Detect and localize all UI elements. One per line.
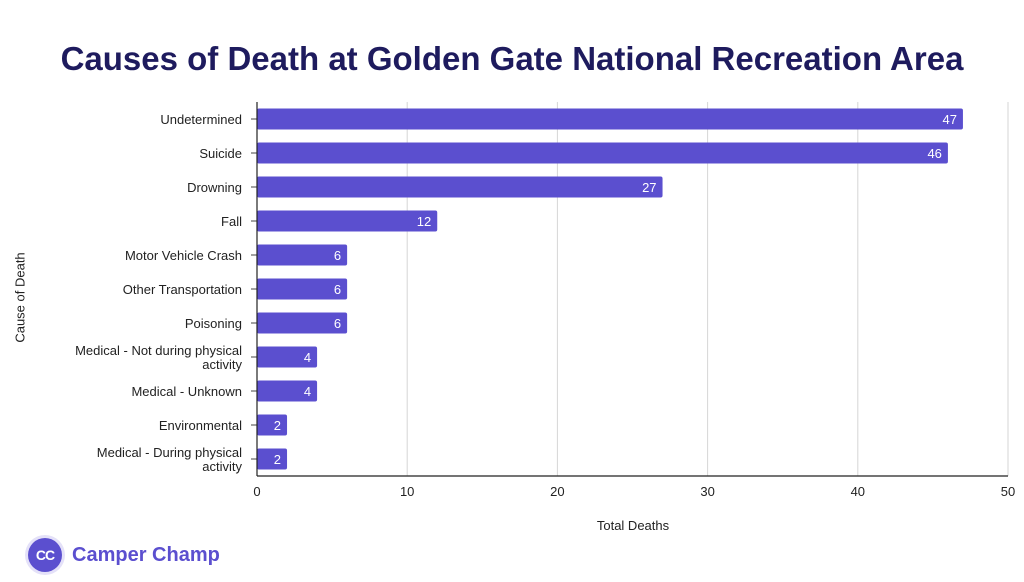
bar <box>257 312 348 334</box>
bar <box>257 278 348 300</box>
bar <box>257 244 348 266</box>
bar-value-label: 4 <box>304 350 311 365</box>
category-label: Other Transportation <box>123 282 242 297</box>
category-label: Medical - During physical activity <box>97 445 243 474</box>
bar-value-label: 46 <box>927 146 941 161</box>
bar-value-label: 12 <box>417 214 431 229</box>
bar <box>257 346 318 368</box>
category-label: Suicide <box>199 146 242 161</box>
category-label: Medical - Unknown <box>131 384 242 399</box>
brand-logo-icon: CC <box>28 538 62 572</box>
category-label: Medical - Not during physical activity <box>75 343 242 372</box>
brand[interactable]: CC Camper Champ <box>28 537 220 573</box>
bar <box>257 380 318 402</box>
bar-value-label: 2 <box>274 452 281 467</box>
x-tick-label: 50 <box>1001 484 1015 499</box>
bar-value-label: 6 <box>334 282 341 297</box>
bar-value-label: 6 <box>334 248 341 263</box>
bar <box>257 210 438 232</box>
category-label: Undetermined <box>160 112 242 127</box>
x-tick-label: 10 <box>400 484 414 499</box>
x-tick-label: 20 <box>550 484 564 499</box>
category-label: Motor Vehicle Crash <box>125 248 242 263</box>
bar <box>257 414 288 436</box>
category-label: Environmental <box>159 418 242 433</box>
bar-value-label: 4 <box>304 384 311 399</box>
category-label: Poisoning <box>185 316 242 331</box>
bar <box>257 448 288 470</box>
bar-value-label: 27 <box>642 180 656 195</box>
category-label: Drowning <box>187 180 242 195</box>
brand-logo-text: CC <box>35 547 55 563</box>
bar-value-label: 47 <box>942 112 956 127</box>
chart-title: Causes of Death at Golden Gate National … <box>60 40 964 77</box>
bar-value-label: 6 <box>334 316 341 331</box>
bar-value-label: 2 <box>274 418 281 433</box>
x-tick-label: 30 <box>700 484 714 499</box>
x-tick-label: 40 <box>851 484 865 499</box>
bar <box>257 142 948 164</box>
y-axis-title: Cause of Death <box>12 252 28 343</box>
bar <box>257 176 663 198</box>
x-tick-label: 0 <box>253 484 260 499</box>
x-axis-title: Total Deaths <box>596 518 670 533</box>
category-label: Fall <box>221 214 242 229</box>
brand-name: Camper Champ <box>72 543 220 566</box>
bar <box>257 108 963 130</box>
